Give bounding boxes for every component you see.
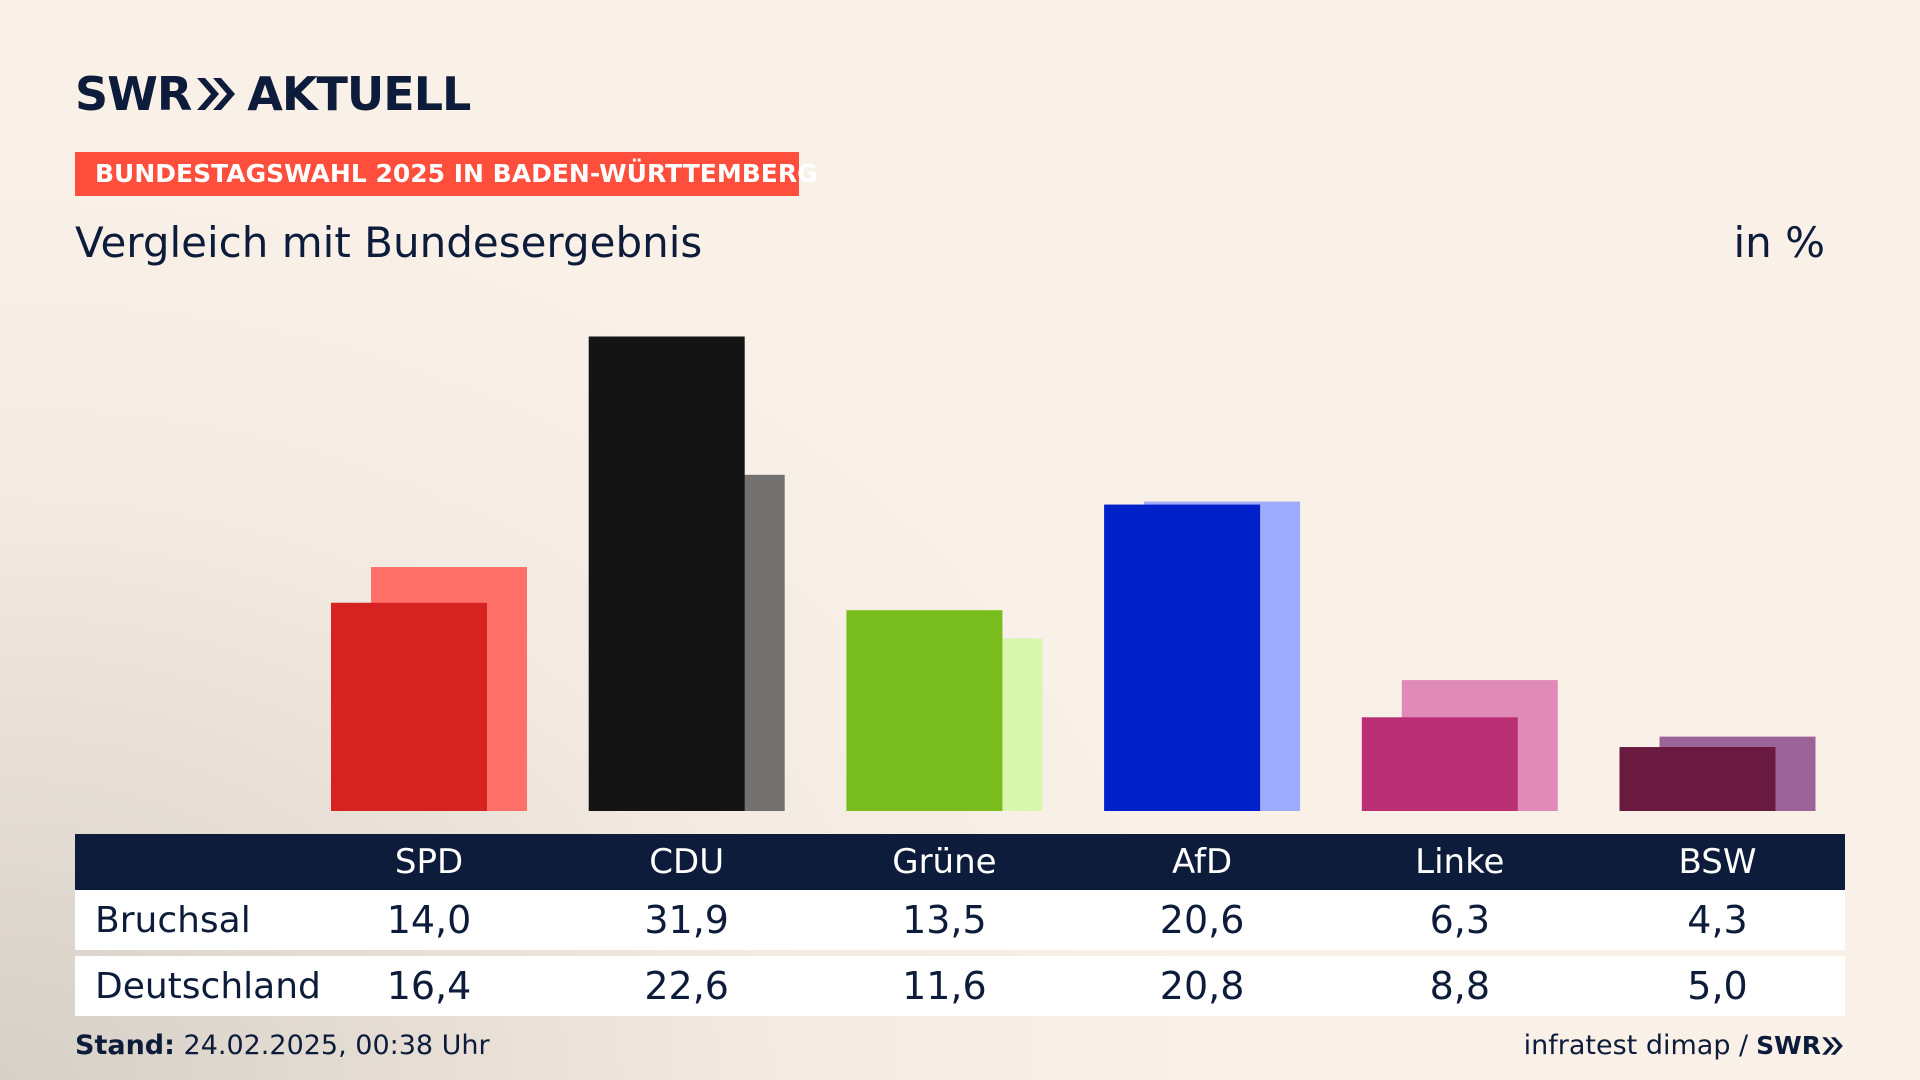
table-header-row: SPD CDU Grüne AfD Linke BSW [75,834,1845,890]
bar-bruchsal-bsw [1619,747,1776,811]
column-header-cdu: CDU [649,842,725,882]
value-gruene-bruchsal: 13,5 [902,898,987,942]
logo-aktuell-text: AKTUELL [247,67,471,121]
bar-bruchsal-linke [1361,717,1518,811]
bar-bruchsal-gruene [846,610,1003,811]
stand-value: 24.02.2025, 00:38 Uhr [183,1030,490,1061]
column-header-bsw: BSW [1678,842,1757,882]
bar-bruchsal-spd [331,602,487,811]
bar-chart [331,336,1816,811]
value-gruene-deutschland: 11,6 [902,964,987,1008]
table-row: Bruchsal 14,0 31,9 13,5 20,6 6,3 4,3 [75,890,1845,950]
value-spd-deutschland: 16,4 [386,964,472,1008]
source-text: infratest dimap / [1523,1030,1749,1061]
stand-label: Stand: [75,1030,175,1061]
double-chevron-icon [197,78,236,110]
value-bsw-deutschland: 5,0 [1687,964,1748,1008]
bar-bruchsal-cdu [588,336,745,811]
row-label-deutschland: Deutschland [95,965,321,1007]
source-credit: infratest dimap / SWR [1524,1030,1845,1061]
value-afd-bruchsal: 20,6 [1159,898,1245,942]
value-cdu-deutschland: 22,6 [644,964,729,1008]
logo-swr-text: SWR [75,67,192,121]
column-header-linke: Linke [1415,842,1505,882]
timestamp: Stand: 24.02.2025, 00:38 Uhr [75,1030,490,1061]
chart-subtitle: Vergleich mit Bundesergebnis [75,218,703,267]
table-row: Deutschland 16,4 22,6 11,6 20,8 8,8 5,0 [75,956,1845,1016]
unit-label: in % [1733,218,1825,267]
election-banner: BUNDESTAGSWAHL 2025 IN BADEN-WÜRTTEMBERG [75,152,818,196]
value-linke-bruchsal: 6,3 [1429,898,1491,942]
value-linke-deutschland: 8,8 [1429,964,1491,1008]
row-label-bruchsal: Bruchsal [95,899,251,941]
bar-bruchsal-afd [1104,504,1261,811]
column-header-spd: SPD [394,842,464,882]
value-bsw-bruchsal: 4,3 [1687,898,1748,942]
column-header-afd: AfD [1171,842,1233,882]
value-spd-bruchsal: 14,0 [386,898,472,942]
value-cdu-bruchsal: 31,9 [644,898,729,942]
column-header-gruene: Grüne [892,842,997,882]
results-table: SPD CDU Grüne AfD Linke BSW Bruchsal 14,0 31,9… [75,834,1845,1016]
swr-aktuell-logo: SWR AKTUELL [75,66,471,122]
value-afd-deutschland: 20,8 [1159,964,1245,1008]
double-chevron-icon [1822,1036,1843,1055]
swr-mini-logo: SWR [1756,1031,1821,1060]
